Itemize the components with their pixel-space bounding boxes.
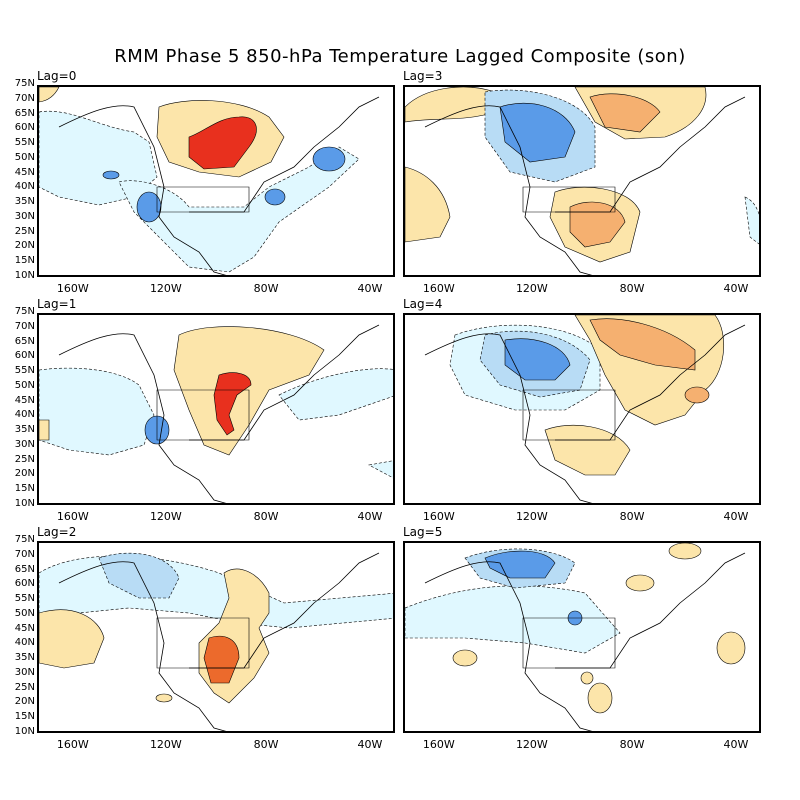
panel-lag0-label: Lag=0 <box>37 69 77 83</box>
y-tick-label: 10N <box>14 726 35 737</box>
x-tick-label: 160W <box>422 738 455 751</box>
y-tick-label: 75N <box>14 306 35 317</box>
y-tick-label: 15N <box>14 255 35 267</box>
y-tick-label: 35N <box>14 424 35 436</box>
y-tick-label: 10N <box>14 270 35 281</box>
y-tick-label: 20N <box>14 240 35 252</box>
y-tick-label: 25N <box>14 225 35 237</box>
panel-lag2-map <box>37 541 395 733</box>
x-tick-label: 160W <box>56 510 89 523</box>
x-tick-label: 80W <box>619 738 645 751</box>
y-tick-label: 15N <box>14 711 35 723</box>
y-tick-label: 25N <box>14 681 35 693</box>
y-tick-label: 40N <box>14 181 35 193</box>
y-tick-label: 30N <box>14 666 35 678</box>
x-tick-label: 120W <box>515 738 548 751</box>
panel-lag5-map <box>403 541 761 733</box>
y-tick-label: 50N <box>14 607 35 619</box>
y-tick-label: 75N <box>14 534 35 545</box>
y-tick-label: 50N <box>14 379 35 391</box>
x-tick-label: 40W <box>357 282 383 295</box>
y-tick-label: 70N <box>14 548 35 560</box>
y-tick-label: 10N <box>14 498 35 509</box>
x-tick-label: 80W <box>253 282 279 295</box>
y-tick-label: 30N <box>14 438 35 450</box>
y-tick-label: 65N <box>14 107 35 119</box>
y-tick-label: 60N <box>14 578 35 590</box>
y-tick-label: 35N <box>14 652 35 664</box>
panel-lag0: Lag=0 <box>37 69 395 277</box>
panel-lag3-label: Lag=3 <box>403 69 443 83</box>
figure-title: RMM Phase 5 850-hPa Temperature Lagged C… <box>114 46 686 67</box>
y-tick-label: 65N <box>14 335 35 347</box>
panel-lag4-map <box>403 313 761 505</box>
x-tick-label: 40W <box>723 282 749 295</box>
panel-lag3-map <box>403 85 761 277</box>
y-tick-label: 30N <box>14 210 35 222</box>
y-tick-label: 50N <box>14 151 35 163</box>
x-tick-label: 120W <box>149 510 182 523</box>
panel-lag3: Lag=3 <box>403 69 761 277</box>
y-tick-label: 55N <box>14 593 35 605</box>
panel-lag4: Lag=4 <box>403 297 761 505</box>
x-tick-label: 40W <box>357 510 383 523</box>
y-tick-label: 15N <box>14 483 35 495</box>
y-tick-label: 35N <box>14 196 35 208</box>
x-tick-label: 120W <box>149 738 182 751</box>
y-tick-label: 55N <box>14 137 35 149</box>
x-tick-label: 40W <box>723 738 749 751</box>
y-tick-label: 40N <box>14 637 35 649</box>
y-tick-label: 55N <box>14 365 35 377</box>
x-tick-label: 120W <box>149 282 182 295</box>
x-tick-label: 80W <box>619 510 645 523</box>
y-tick-label: 45N <box>14 394 35 406</box>
panel-lag2: Lag=2 <box>37 525 395 733</box>
x-tick-label: 120W <box>515 282 548 295</box>
panel-lag2-label: Lag=2 <box>37 525 77 539</box>
y-tick-label: 20N <box>14 696 35 708</box>
panel-lag4-label: Lag=4 <box>403 297 443 311</box>
y-tick-label: 60N <box>14 122 35 134</box>
x-tick-label: 80W <box>253 510 279 523</box>
y-tick-label: 65N <box>14 563 35 575</box>
y-tick-label: 45N <box>14 166 35 178</box>
x-tick-label: 80W <box>253 738 279 751</box>
y-tick-label: 70N <box>14 92 35 104</box>
y-tick-label: 20N <box>14 468 35 480</box>
panel-lag5-label: Lag=5 <box>403 525 443 539</box>
x-tick-label: 160W <box>422 510 455 523</box>
panel-lag1-label: Lag=1 <box>37 297 77 311</box>
x-tick-label: 120W <box>515 510 548 523</box>
x-tick-label: 160W <box>422 282 455 295</box>
y-tick-label: 60N <box>14 350 35 362</box>
panel-lag1-map <box>37 313 395 505</box>
x-tick-label: 160W <box>56 282 89 295</box>
y-tick-label: 70N <box>14 320 35 332</box>
x-tick-label: 40W <box>357 738 383 751</box>
panel-lag0-map <box>37 85 395 277</box>
y-tick-label: 75N <box>14 78 35 89</box>
y-tick-label: 25N <box>14 453 35 465</box>
y-tick-label: 40N <box>14 409 35 421</box>
panel-lag1: Lag=1 <box>37 297 395 505</box>
x-tick-label: 40W <box>723 510 749 523</box>
x-tick-label: 160W <box>56 738 89 751</box>
y-tick-label: 45N <box>14 622 35 634</box>
x-tick-label: 80W <box>619 282 645 295</box>
panel-lag5: Lag=5 <box>403 525 761 733</box>
